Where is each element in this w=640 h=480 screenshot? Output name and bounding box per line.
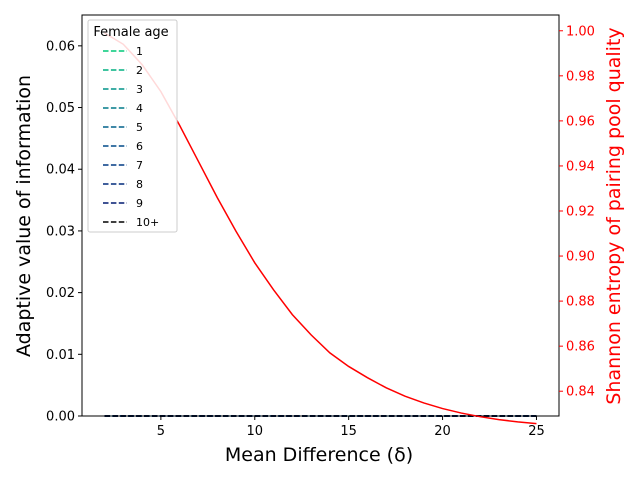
legend-label: 8 — [136, 178, 143, 191]
y-right-tick-label: 0.84 — [566, 385, 595, 400]
x-tick-label: 5 — [157, 424, 165, 439]
y-axis-left-label: Adaptive value of information — [13, 75, 35, 357]
y-right-tick-label: 0.98 — [566, 69, 595, 84]
ticks-layer: 5 10 15 20 250.000.010.020.030.040.050.060.8… — [46, 24, 595, 439]
legend-label: 6 — [136, 140, 143, 153]
series-layer — [104, 32, 537, 425]
x-tick-label: 20 — [434, 424, 451, 439]
legend: Female age 1 2 3 4 5 6 7 8 9 10+ — [87, 19, 178, 233]
y-left-tick-label: 0.02 — [46, 286, 75, 301]
x-tick-label: 25 — [528, 424, 545, 439]
x-tick-label: 15 — [340, 424, 357, 439]
y-left-tick-label: 0.05 — [46, 101, 75, 116]
y-right-tick-label: 0.96 — [566, 114, 595, 129]
legend-label: 2 — [136, 64, 143, 77]
y-axis-right-label: Shannon entropy of pairing pool quality — [603, 27, 625, 404]
legend-label: 4 — [136, 102, 143, 115]
legend-label: 9 — [136, 197, 143, 210]
x-tick-label: 10 — [246, 424, 263, 439]
y-left-tick-label: 0.06 — [46, 39, 75, 54]
y-right-tick-label: 0.90 — [566, 250, 595, 265]
y-left-tick-label: 0.03 — [46, 224, 75, 239]
legend-title: Female age — [93, 25, 168, 40]
legend-label: 7 — [136, 159, 143, 172]
y-left-tick-label: 0.01 — [46, 348, 75, 363]
y-right-tick-label: 0.86 — [566, 340, 595, 355]
legend-frame — [87, 19, 178, 233]
y-right-tick-label: 0.94 — [566, 159, 595, 174]
x-axis-label: Mean Difference (δ) — [225, 444, 413, 466]
legend-label: 1 — [136, 45, 143, 58]
y-right-tick-label: 0.88 — [566, 295, 595, 310]
legend-label: 10+ — [136, 216, 159, 229]
legend-entries: 1 2 3 4 5 6 7 8 9 10+ — [103, 45, 159, 229]
y-left-tick-label: 0.04 — [46, 163, 75, 178]
y-left-tick-label: 0.00 — [46, 410, 75, 425]
legend-label: 3 — [136, 83, 143, 96]
y-right-tick-label: 0.92 — [566, 204, 595, 219]
legend-label: 5 — [136, 121, 143, 134]
y-right-tick-label: 1.00 — [566, 24, 595, 39]
